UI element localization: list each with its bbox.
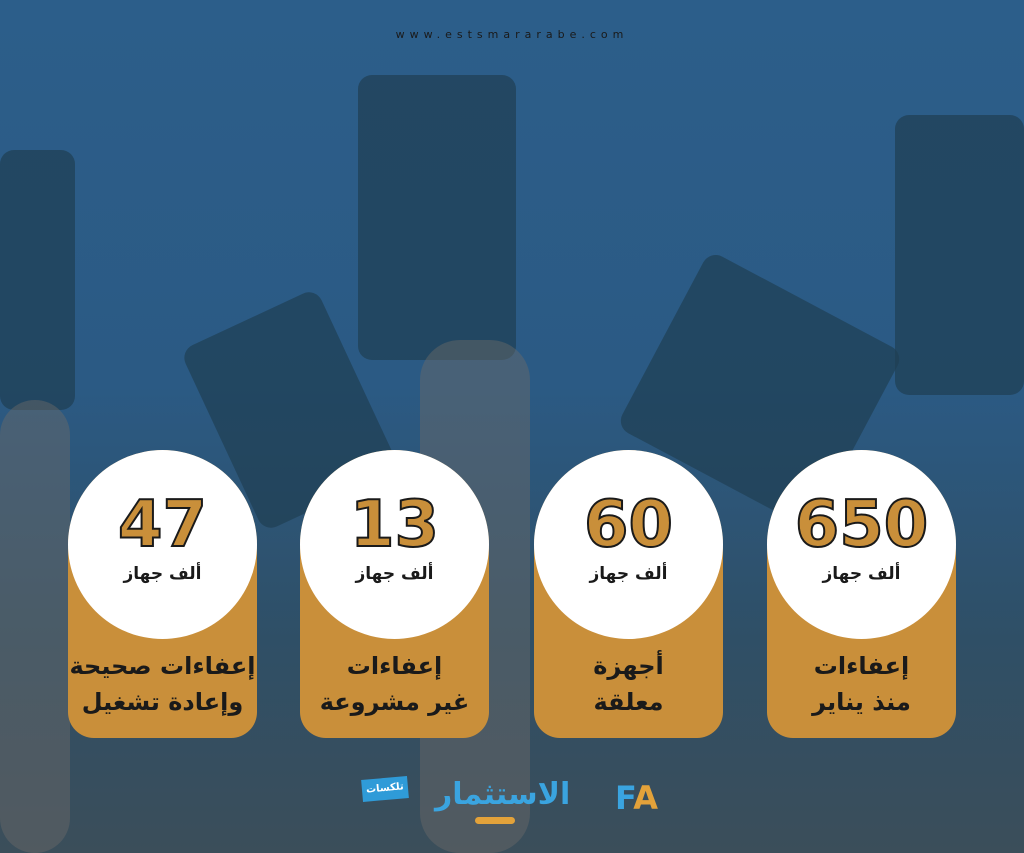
telecom-logo: تلكسات — [361, 776, 409, 802]
website-url: www.estsmararabe.com — [395, 28, 629, 41]
stat-circle: 650 ألف جهاز — [767, 450, 956, 639]
label-line: غير مشروعة — [319, 688, 470, 716]
fa-logo: FA — [615, 779, 658, 817]
stat-value: 47 — [117, 488, 208, 562]
stat-unit: ألف جهاز — [355, 564, 434, 584]
label-line: معلقة — [593, 688, 664, 716]
stat-label: إعفاءات صحيحة وإعادة تشغيل — [68, 648, 257, 720]
logo-letter-a: A — [633, 779, 658, 817]
estsmar-logo: الاستثمار — [435, 777, 571, 824]
phone-image — [0, 150, 75, 410]
stat-unit: ألف جهاز — [589, 564, 668, 584]
logo-underline — [475, 817, 515, 824]
stat-unit: ألف جهاز — [822, 564, 901, 584]
stat-card-exemptions-since-january: 650 ألف جهاز إعفاءات منذ يناير — [767, 450, 956, 738]
stat-card-valid-exemptions: 47 ألف جهاز إعفاءات صحيحة وإعادة تشغيل — [68, 450, 257, 738]
phone-image — [358, 75, 516, 360]
label-line: إعفاءات صحيحة — [69, 652, 256, 680]
label-line: إعفاءات — [346, 652, 443, 680]
stat-unit: ألف جهاز — [123, 564, 202, 584]
estsmar-logo-text: الاستثمار — [435, 777, 571, 812]
stat-label: إعفاءات منذ يناير — [767, 648, 956, 720]
phone-image — [895, 115, 1024, 395]
stat-label: إعفاءات غير مشروعة — [300, 648, 489, 720]
stat-value: 60 — [583, 488, 674, 562]
label-line: أجهزة — [593, 652, 664, 680]
label-line: وإعادة تشغيل — [81, 688, 244, 716]
stat-circle: 60 ألف جهاز — [534, 450, 723, 639]
stat-circle: 13 ألف جهاز — [300, 450, 489, 639]
hand-image — [0, 400, 70, 853]
label-line: إعفاءات — [813, 652, 910, 680]
stat-card-illegal-exemptions: 13 ألف جهاز إعفاءات غير مشروعة — [300, 450, 489, 738]
logos-bar: تلكسات الاستثمار FA — [360, 775, 680, 825]
stat-circle: 47 ألف جهاز — [68, 450, 257, 639]
stat-label: أجهزة معلقة — [534, 648, 723, 720]
stat-value: 13 — [349, 488, 440, 562]
label-line: منذ يناير — [812, 688, 911, 716]
logo-letter-f: F — [615, 779, 634, 817]
stat-value: 650 — [794, 488, 930, 562]
stat-card-suspended-devices: 60 ألف جهاز أجهزة معلقة — [534, 450, 723, 738]
